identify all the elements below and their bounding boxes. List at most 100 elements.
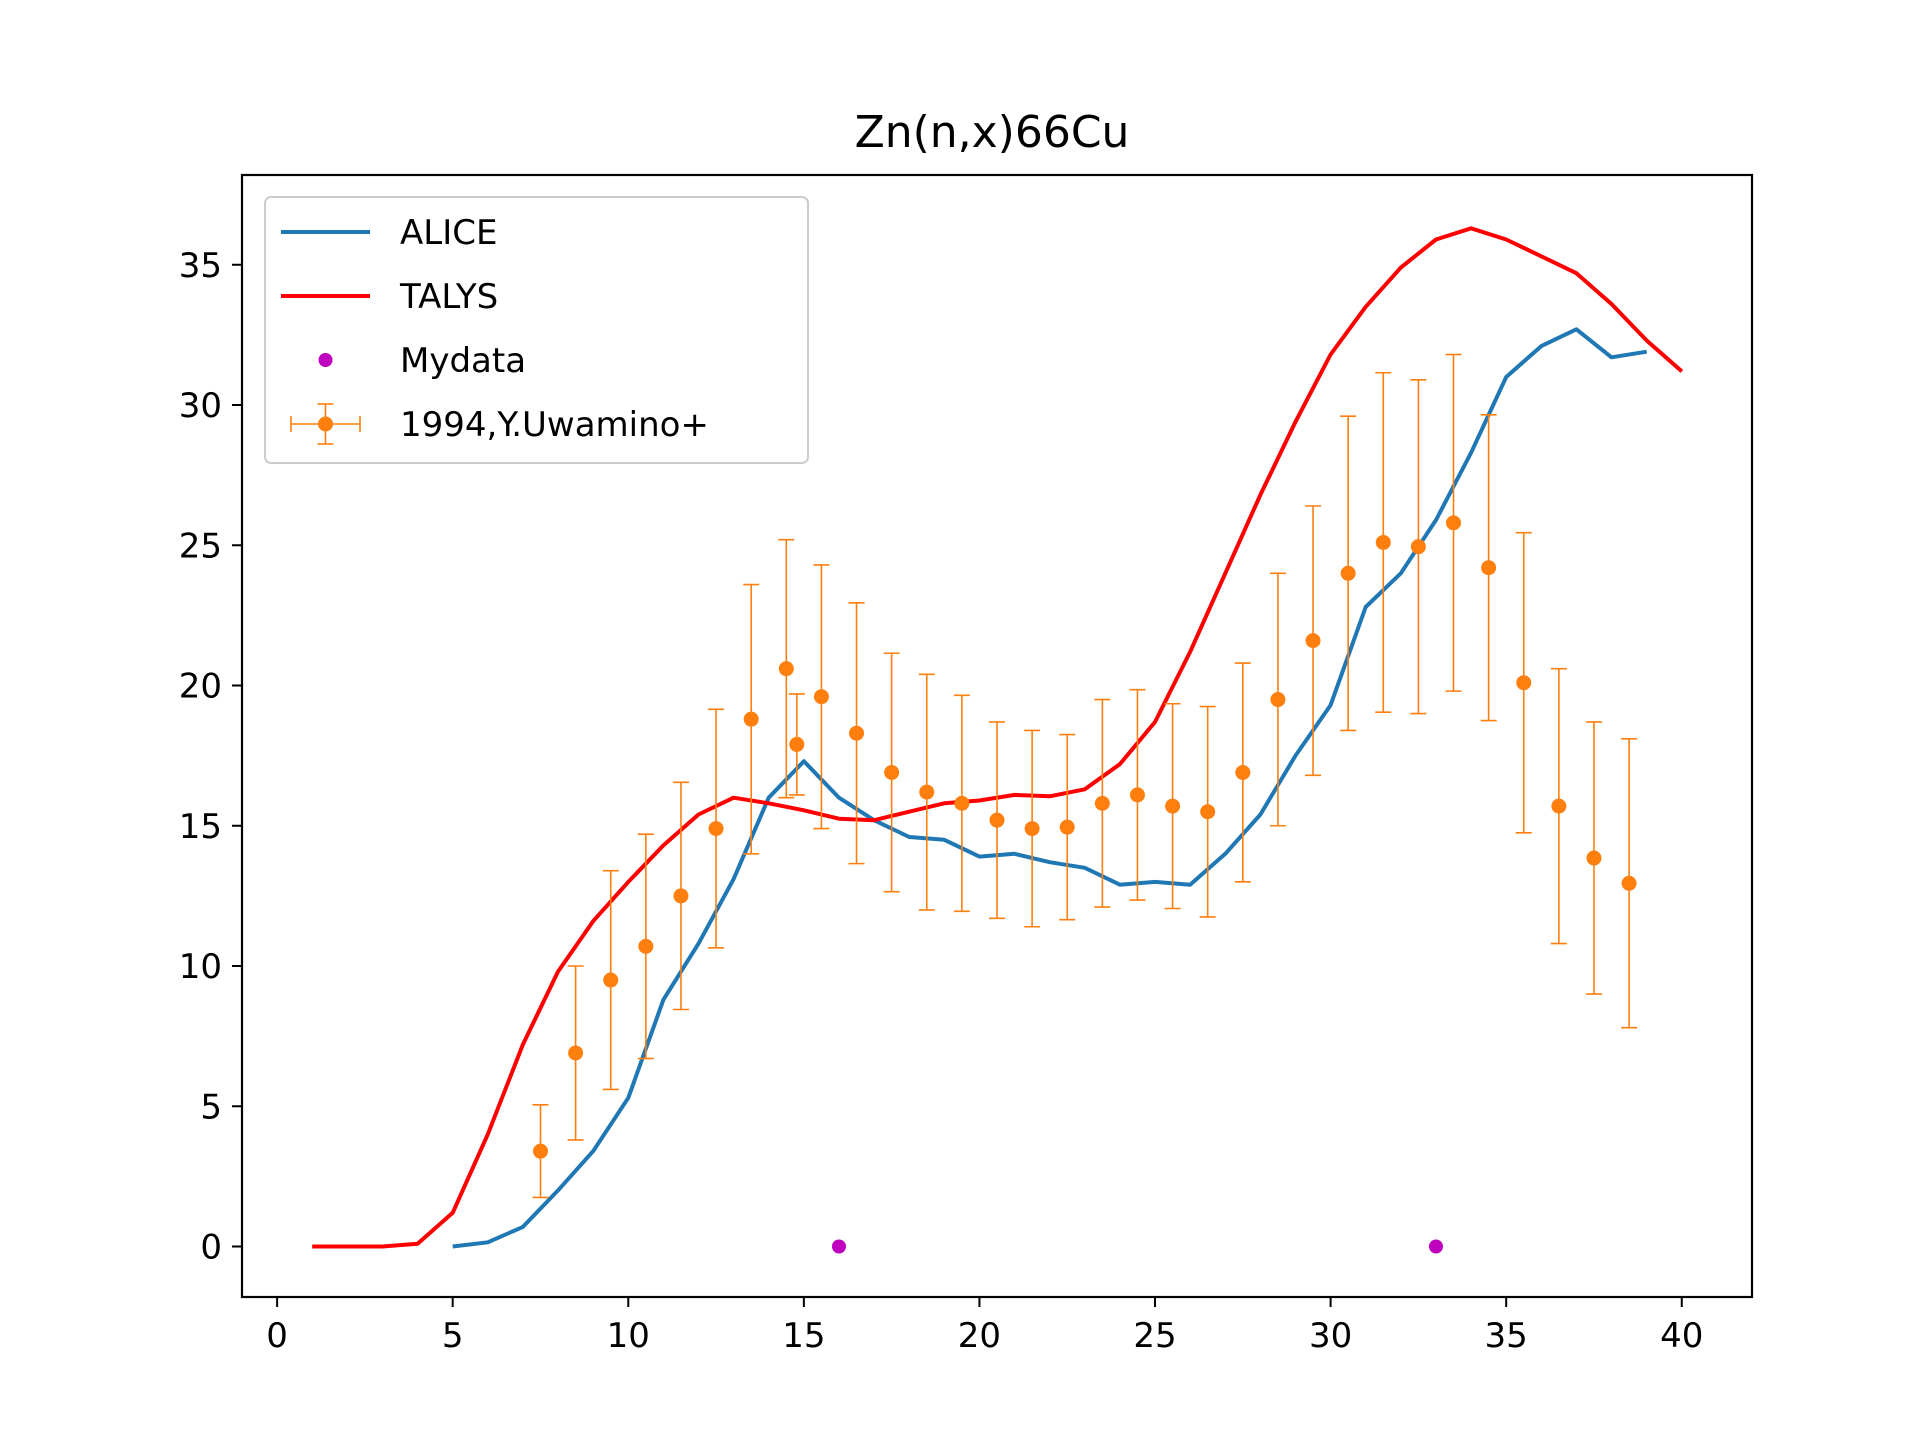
legend: ALICE TALYS Mydata 1994,Y.Uwamino+ <box>264 196 809 464</box>
y-tick-label: 30 <box>179 386 222 426</box>
data-point-1994-y-uwamino <box>1375 534 1391 550</box>
data-point-1994-y-uwamino <box>919 784 935 800</box>
errorbar-1994-y-uwamino <box>1480 414 1497 722</box>
data-point-1994-y-uwamino <box>989 812 1005 828</box>
errorbar-1994-y-uwamino <box>989 721 1005 920</box>
data-point-1994-y-uwamino <box>1094 795 1110 811</box>
errorbar-1994-y-uwamino <box>778 538 795 799</box>
errorbar-1994-y-uwamino <box>1550 667 1567 945</box>
data-point-1994-y-uwamino <box>1410 539 1426 555</box>
data-point-1994-y-uwamino <box>1481 560 1497 576</box>
errorbar-1994-y-uwamino <box>813 564 830 830</box>
y-tick-label: 20 <box>179 667 222 707</box>
legend-swatch-marker <box>318 353 333 367</box>
y-tick-label: 0 <box>200 1228 222 1268</box>
y-tick-label: 5 <box>200 1087 222 1127</box>
data-point-1994-y-uwamino <box>813 689 829 705</box>
legend-label: 1994,Y.Uwamino+ <box>400 405 709 445</box>
data-point-1994-y-uwamino <box>1059 819 1075 835</box>
data-point-1994-y-uwamino <box>1165 798 1181 814</box>
data-point-1994-y-uwamino <box>778 661 794 677</box>
data-point-1994-y-uwamino <box>789 736 805 752</box>
errorbar-1994-y-uwamino <box>1410 378 1427 715</box>
y-tick-label: 25 <box>179 526 222 566</box>
data-point-1994-y-uwamino <box>1270 692 1286 708</box>
errorbar-1994-y-uwamino <box>672 781 689 1011</box>
errorbar-1994-y-uwamino <box>1340 415 1357 732</box>
legend-item-alice: ALICE <box>281 213 497 253</box>
data-point-1994-y-uwamino <box>638 938 654 954</box>
data-point-1994-y-uwamino <box>1305 633 1321 649</box>
data-point-1994-y-uwamino <box>532 1143 548 1159</box>
errorbar-1994-y-uwamino <box>1129 688 1146 901</box>
legend-label: TALYS <box>399 277 498 317</box>
x-tick-label: 40 <box>1660 1316 1703 1356</box>
errorbar-1994-y-uwamino <box>532 1104 549 1199</box>
errorbar-1994-y-uwamino <box>788 693 805 796</box>
plot-area <box>312 226 1684 1254</box>
series-line-alice <box>452 327 1648 1249</box>
errorbar-1994-y-uwamino <box>1059 733 1076 921</box>
axes-frame <box>240 173 1754 1299</box>
x-tick-label: 15 <box>782 1316 825 1356</box>
legend-box <box>264 196 809 464</box>
data-point-1994-y-uwamino <box>1129 787 1145 803</box>
errorbar-1994-y-uwamino <box>1094 698 1111 908</box>
errorbar-1994-y-uwamino <box>1234 662 1251 883</box>
y-tick-label: 35 <box>179 246 222 286</box>
errorbar-1994-y-uwamino <box>848 601 865 865</box>
x-tick-label: 0 <box>266 1316 288 1356</box>
data-point-1994-y-uwamino <box>673 888 689 904</box>
data-point-mydata <box>831 1239 846 1254</box>
legend-item-1994-y-uwamino: 1994,Y.Uwamino+ <box>290 403 709 445</box>
data-point-1994-y-uwamino <box>1200 804 1216 820</box>
errorbar-1994-y-uwamino <box>1445 353 1462 692</box>
legend-swatch-marker <box>318 416 333 432</box>
errorbar-1994-y-uwamino <box>953 694 970 913</box>
data-group <box>312 226 1684 1254</box>
legend-item-mydata: Mydata <box>318 341 526 381</box>
data-point-1994-y-uwamino <box>1446 515 1462 531</box>
axes: 0 5 10 15 20 25 30 35 40 0 5 10 15 20 25 30 35 <box>179 173 1754 1356</box>
errorbar-1994-y-uwamino <box>1199 705 1216 918</box>
errorbar-1994-y-uwamino <box>1164 702 1181 910</box>
y-tick-label: 10 <box>179 947 222 987</box>
legend-label: ALICE <box>400 213 497 253</box>
data-point-1994-y-uwamino <box>1024 821 1040 837</box>
errorbar-1994-y-uwamino <box>1621 738 1638 1029</box>
data-point-1994-y-uwamino <box>1586 850 1602 866</box>
data-point-1994-y-uwamino <box>849 725 865 741</box>
errorbar-1994-y-uwamino <box>918 673 935 911</box>
errorbar-1994-y-uwamino <box>1375 371 1392 713</box>
data-point-1994-y-uwamino <box>1516 675 1532 691</box>
data-point-1994-y-uwamino <box>884 764 900 780</box>
errorbar-1994-y-uwamino <box>883 652 900 893</box>
chart-title: Zn(n,x)66Cu <box>855 107 1130 158</box>
errorbar-1994-y-uwamino <box>1515 531 1532 834</box>
x-tick-label: 35 <box>1485 1316 1528 1356</box>
data-point-1994-y-uwamino <box>568 1045 584 1061</box>
errorbar-1994-y-uwamino <box>708 708 725 949</box>
x-tick-label: 5 <box>442 1316 464 1356</box>
x-tick-label: 10 <box>607 1316 650 1356</box>
data-point-mydata <box>1428 1239 1443 1254</box>
x-tick-label: 30 <box>1309 1316 1352 1356</box>
errorbar-1994-y-uwamino <box>1305 505 1322 777</box>
errorbar-1994-y-uwamino <box>637 833 654 1060</box>
errorbar-1994-y-uwamino <box>1585 721 1602 995</box>
legend-item-talys: TALYS <box>281 277 498 317</box>
data-point-1994-y-uwamino <box>954 795 970 811</box>
data-point-1994-y-uwamino <box>743 711 759 727</box>
data-point-1994-y-uwamino <box>708 821 724 837</box>
legend-label: Mydata <box>400 341 526 381</box>
errorbar-1994-y-uwamino <box>743 583 760 855</box>
errorbar-1994-y-uwamino <box>1269 572 1286 827</box>
errorbar-1994-y-uwamino <box>567 965 584 1141</box>
x-tick-label: 20 <box>958 1316 1001 1356</box>
data-point-1994-y-uwamino <box>1235 764 1251 780</box>
errorbar-1994-y-uwamino <box>1024 729 1041 928</box>
data-point-1994-y-uwamino <box>1551 798 1567 814</box>
errorbar-1994-y-uwamino <box>602 869 619 1091</box>
y-tick-label: 15 <box>179 807 222 847</box>
